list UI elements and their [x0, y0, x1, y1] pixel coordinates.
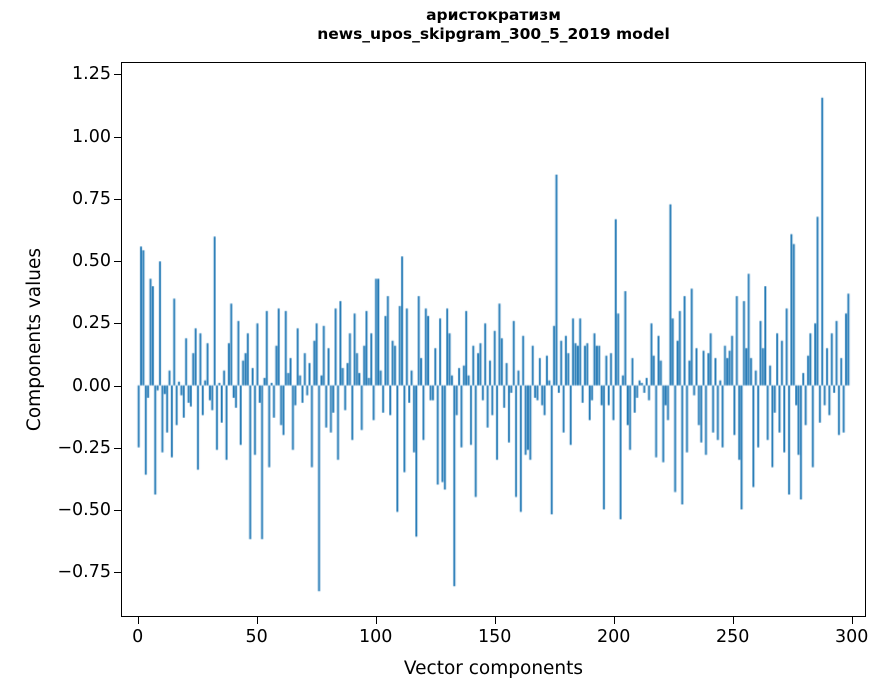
x-tick-label: 250 — [716, 627, 750, 647]
y-tick-mark — [114, 509, 121, 511]
y-tick-mark — [114, 74, 121, 76]
x-tick-mark — [494, 617, 496, 624]
x-tick-label: 150 — [477, 627, 512, 647]
x-tick-label: 0 — [132, 627, 144, 647]
chart-title-line-2: news_upos_skipgram_300_5_2019 model — [317, 24, 670, 43]
y-tick-label: 0.75 — [72, 188, 111, 209]
x-tick-label: 100 — [358, 627, 393, 647]
plot-axes — [121, 62, 866, 617]
y-tick-mark — [114, 323, 121, 325]
x-tick-mark — [732, 617, 734, 624]
chart-title-line-1: аристократизм — [426, 6, 561, 24]
y-tick-label: −0.75 — [57, 562, 111, 583]
bar-series-canvas — [122, 63, 865, 616]
x-tick-label: 200 — [596, 627, 631, 647]
x-tick-mark — [851, 617, 853, 624]
y-tick-label: 0.25 — [72, 313, 111, 334]
y-tick-label: 1.25 — [72, 64, 111, 85]
y-tick-label: 0.50 — [72, 251, 111, 272]
chart-title: аристократизм news_upos_skipgram_300_5_2… — [121, 6, 866, 44]
y-tick-mark — [114, 198, 121, 200]
y-tick-label: 1.00 — [72, 126, 111, 147]
x-axis-label: Vector components — [403, 658, 584, 679]
y-tick-label: 0.00 — [72, 375, 111, 396]
y-tick-mark — [114, 136, 121, 138]
x-tick-label: 300 — [835, 627, 869, 647]
y-axis-label: Components values — [24, 247, 45, 432]
y-tick-label: −0.25 — [57, 437, 111, 458]
y-tick-label: −0.50 — [57, 499, 111, 520]
y-tick-mark — [114, 385, 121, 387]
x-tick-mark — [256, 617, 258, 624]
y-tick-mark — [114, 572, 121, 574]
y-tick-mark — [114, 261, 121, 263]
x-tick-mark — [137, 617, 139, 624]
x-tick-mark — [613, 617, 615, 624]
x-tick-label: 50 — [245, 627, 268, 647]
y-tick-mark — [114, 447, 121, 449]
x-tick-mark — [375, 617, 377, 624]
